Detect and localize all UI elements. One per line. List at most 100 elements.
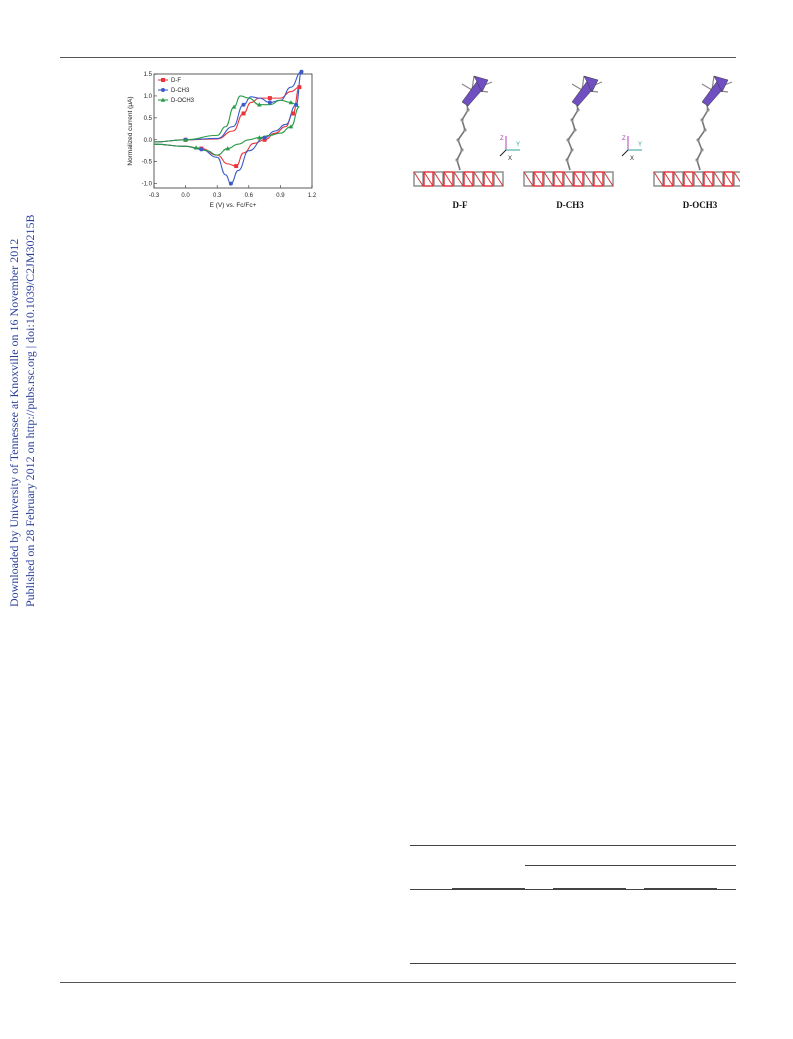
x-axis-label: E (V) vs. Fc/Fc+ xyxy=(210,202,257,209)
legend-marker xyxy=(160,97,166,102)
table-bottom-rule xyxy=(410,963,736,964)
lattice-bond xyxy=(423,171,434,187)
lattice-bond xyxy=(693,171,704,187)
lattice-bond xyxy=(443,171,454,187)
lattice-bond xyxy=(563,171,574,187)
y-axis-label: Y xyxy=(516,142,520,148)
lattice-cell xyxy=(423,171,434,187)
bond xyxy=(571,119,576,131)
lattice-cell xyxy=(543,171,554,187)
footer-rule xyxy=(60,982,736,983)
lattice-bond xyxy=(713,171,724,187)
lattice-bond xyxy=(583,171,594,187)
axis-triad: Z Y X xyxy=(621,136,642,162)
point-d-f xyxy=(241,111,246,116)
substrate-lattice xyxy=(653,171,740,187)
bond xyxy=(566,149,573,161)
point-d-och3 xyxy=(288,124,294,129)
lattice-cell xyxy=(553,171,564,187)
header-rule xyxy=(60,57,736,58)
molecule-panel: D-CH3 xyxy=(523,75,614,210)
molecule-panel: D-OCH3 xyxy=(653,75,740,210)
lattice-cell xyxy=(563,171,574,187)
point-d-ch3 xyxy=(241,102,246,107)
point-d-ch3 xyxy=(294,102,299,107)
lattice-cell xyxy=(593,171,604,187)
download-line[interactable]: Downloaded by University of Tennessee at… xyxy=(7,238,21,607)
point-d-ch3 xyxy=(199,147,204,152)
lattice-bond xyxy=(603,171,614,187)
bond xyxy=(457,129,466,141)
lattice-cell xyxy=(493,171,504,187)
doi-line[interactable]: Published on 28 February 2012 on http://… xyxy=(23,214,37,607)
point-d-ch3 xyxy=(262,135,267,140)
table-col-rule-1 xyxy=(452,888,525,890)
substrate-lattice xyxy=(413,171,504,187)
lattice-cell xyxy=(413,171,424,187)
lattice-cell xyxy=(703,171,714,187)
lattice-bond xyxy=(653,171,664,187)
lattice-bond xyxy=(673,171,684,187)
bond xyxy=(567,139,573,151)
substrate-lattice xyxy=(523,171,614,187)
lattice-bond xyxy=(733,171,740,183)
point-d-och3 xyxy=(257,135,262,140)
point-d-f xyxy=(262,137,267,142)
molecule-chain xyxy=(695,88,714,171)
point-d-ch3 xyxy=(299,69,304,74)
series-d-ch3-forward xyxy=(153,71,302,143)
bond xyxy=(566,159,571,171)
lattice-bond xyxy=(433,171,444,187)
table-top-rule xyxy=(410,845,736,846)
lattice-bond xyxy=(543,171,554,187)
lattice-cell xyxy=(713,171,724,187)
legend-label: D-F xyxy=(171,78,181,84)
bond xyxy=(461,109,469,121)
legend-marker xyxy=(161,88,165,92)
z-axis-label: Z xyxy=(622,136,626,142)
y-axis-label: Y xyxy=(638,142,642,148)
bond xyxy=(567,129,576,141)
legend-marker xyxy=(161,78,165,82)
x-axis xyxy=(499,149,507,157)
lattice-bond xyxy=(573,171,584,187)
dipole-arrow-head xyxy=(713,75,729,93)
lattice-cell xyxy=(723,171,734,187)
lattice-bond xyxy=(683,171,694,187)
x-tick-label: 0.6 xyxy=(245,193,254,199)
lattice-bond xyxy=(493,171,504,187)
lattice-cell xyxy=(443,171,454,187)
bond xyxy=(457,139,463,151)
lattice-cell xyxy=(573,171,584,187)
lattice-bond xyxy=(483,171,494,187)
molecule-panel: D-F xyxy=(413,75,504,210)
lattice-cell xyxy=(453,171,464,187)
lattice-bond xyxy=(723,171,734,187)
lattice-cell xyxy=(483,171,494,187)
lattice-cell xyxy=(603,171,614,187)
y-tick-label: 1.0 xyxy=(144,94,153,100)
bond xyxy=(697,139,703,151)
bond xyxy=(571,109,579,121)
lattice-bond xyxy=(703,171,714,187)
lattice-cell xyxy=(683,171,694,187)
lattice-cell xyxy=(433,171,444,187)
y-tick-label: 0.5 xyxy=(144,116,153,122)
x-tick-label: 1.2 xyxy=(308,193,317,199)
lattice-bond xyxy=(413,171,424,187)
cyclic-voltammogram-chart: -0.3 0.0 0.3 0.6 0.9 1.2 -1.0 -0.5 0.0 0.5 1.0 1.5 E… xyxy=(127,69,317,209)
table-col-rule-2 xyxy=(553,888,626,890)
point-d-ch3 xyxy=(228,181,233,186)
molecular-orientation-figure: D-F D-CH3 D-OCH3 Z Y X Z Y X xyxy=(413,75,740,210)
y-tick-label: -1.0 xyxy=(142,182,153,188)
table-col-rule-3 xyxy=(644,888,717,890)
bond xyxy=(696,159,701,171)
lattice-cell xyxy=(663,171,674,187)
bond xyxy=(461,119,466,131)
lattice-bond xyxy=(453,171,464,187)
bond xyxy=(701,83,713,91)
molecule-label: D-OCH3 xyxy=(683,200,718,210)
point-d-och3 xyxy=(257,102,262,107)
point-d-f xyxy=(291,111,296,116)
lattice-cell xyxy=(533,171,544,187)
